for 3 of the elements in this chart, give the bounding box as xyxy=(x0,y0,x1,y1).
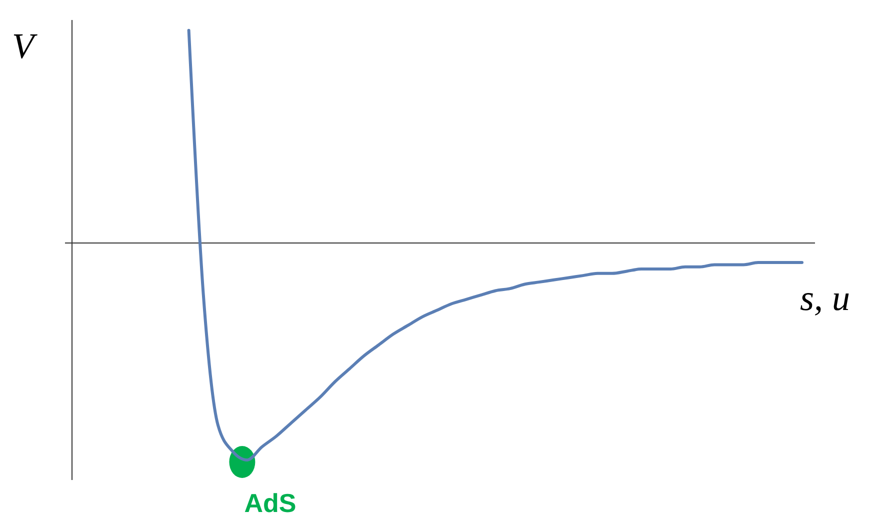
text: AdS xyxy=(244,488,296,518)
y-axis-title: V xyxy=(12,26,38,66)
x-axis-title: s, u xyxy=(800,278,850,318)
